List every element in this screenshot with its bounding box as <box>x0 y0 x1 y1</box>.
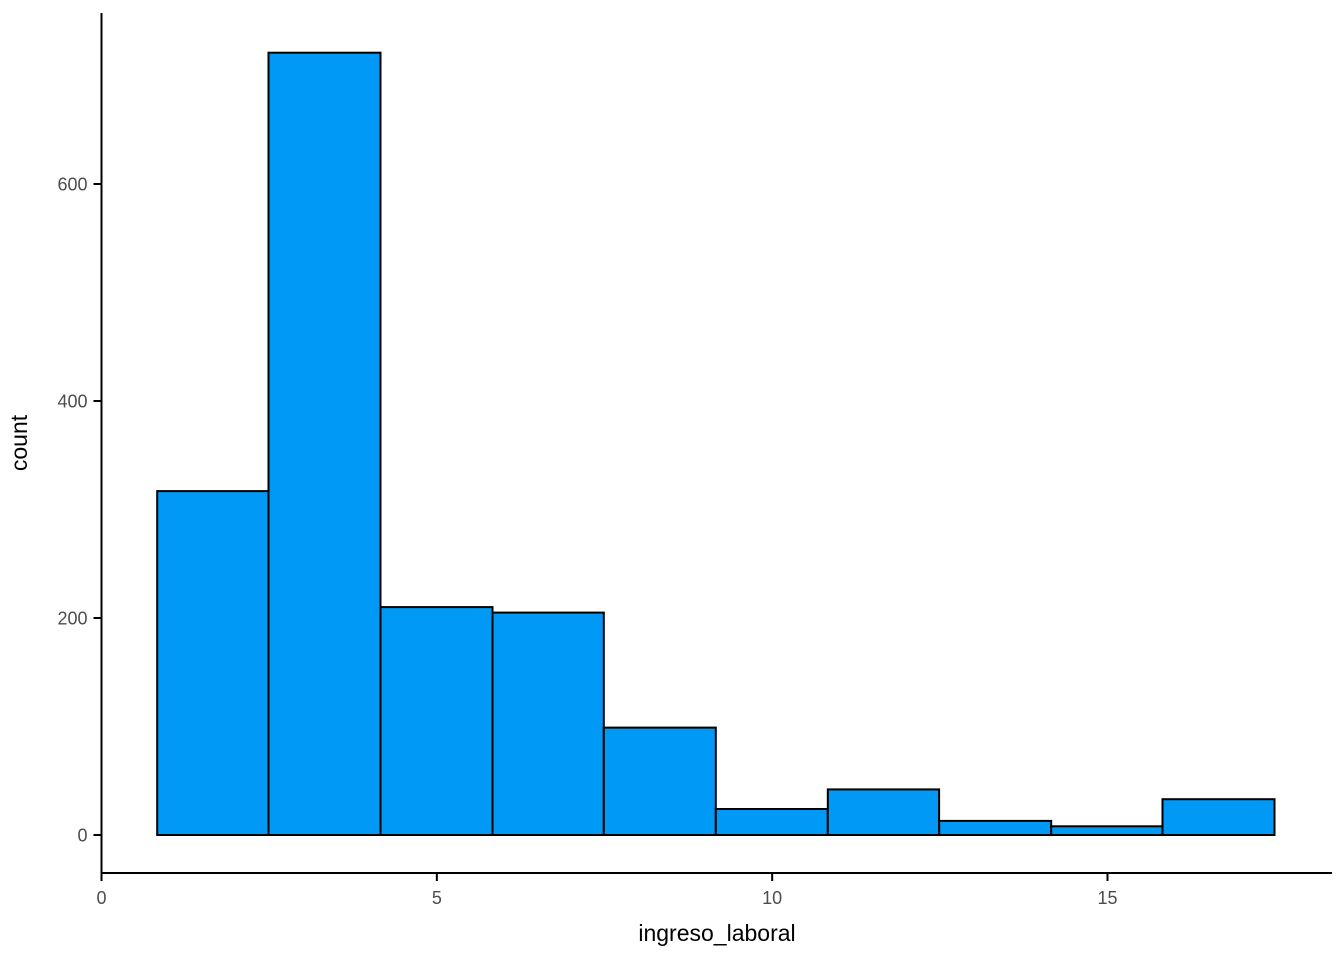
x-tick-label: 10 <box>762 888 782 908</box>
histogram-bar <box>156 490 270 836</box>
histogram-bar <box>602 726 717 836</box>
histogram-bar <box>379 606 494 836</box>
x-tick-label: 15 <box>1097 888 1117 908</box>
histogram-bar <box>1161 798 1276 837</box>
bars-group <box>156 51 1276 837</box>
y-tick-label: 400 <box>57 391 87 411</box>
y-tick-label: 0 <box>77 825 87 845</box>
histogram-bar <box>826 788 941 837</box>
histogram-bar <box>938 819 1053 837</box>
x-ticks-group: 0 5 10 15 <box>96 873 1118 908</box>
histogram-bar <box>1050 825 1164 836</box>
y-tick-label: 600 <box>57 174 87 194</box>
x-axis-title: ingreso_laboral <box>638 920 795 946</box>
x-tick-label: 0 <box>96 888 106 908</box>
y-axis-title: count <box>6 414 32 471</box>
histogram-bar <box>267 51 382 836</box>
x-tick-label: 5 <box>432 888 442 908</box>
y-tick-label: 200 <box>57 608 87 628</box>
histogram-bar <box>714 808 829 836</box>
axes-group <box>100 13 1332 874</box>
histogram-bar <box>491 611 605 836</box>
y-ticks-group: 0 200 400 600 <box>57 174 102 845</box>
